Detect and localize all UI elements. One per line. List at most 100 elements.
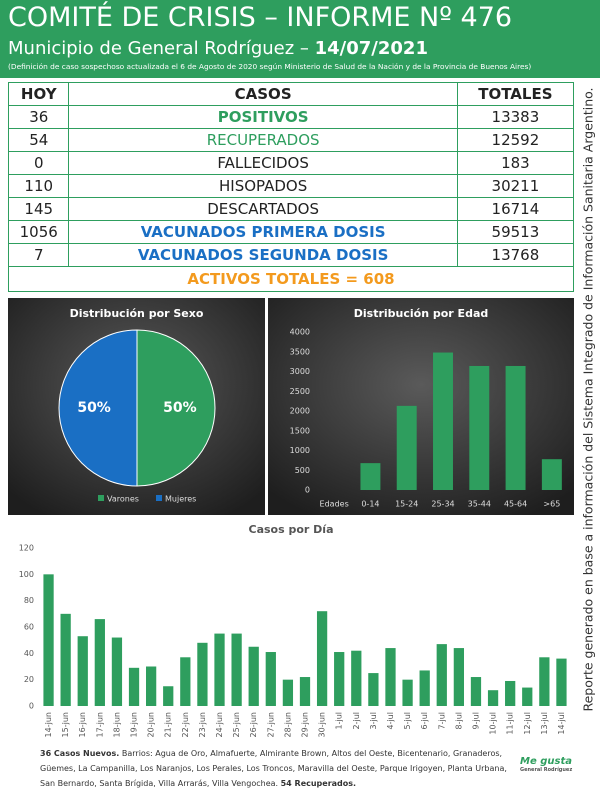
- x-tick-label: 29-jun: [301, 712, 310, 737]
- x-tick-label: 45-64: [504, 500, 527, 509]
- table-row: 0 FALLECIDOS 183: [7, 151, 575, 175]
- bar: [77, 636, 88, 706]
- footer-bold: 54 Recuperados.: [280, 779, 357, 788]
- report-date: 14/07/2021: [314, 38, 428, 59]
- column-header: TOTALES: [456, 82, 575, 106]
- x-tick-label: 15-jun: [61, 712, 70, 737]
- chart-title: Casos por Día: [249, 523, 334, 536]
- table-row: 1056 VACUNADOS PRIMERA DOSIS 59513: [7, 220, 575, 244]
- bar: [282, 679, 294, 706]
- x-tick-label: 2-jul: [352, 712, 361, 730]
- table-header-row: HOY CASOS TOTALES: [7, 82, 575, 106]
- bar: [128, 667, 140, 706]
- y-tick-label: 4000: [290, 328, 310, 337]
- y-tick-label: 1500: [290, 426, 310, 435]
- bar: [111, 637, 123, 706]
- table-cell: 16714: [456, 197, 575, 221]
- x-tick-label: 35-44: [468, 500, 491, 509]
- bar: [316, 611, 328, 706]
- bar: [556, 658, 567, 706]
- bar: [505, 365, 526, 490]
- total-cell: ACTIVOS TOTALES = 608: [8, 266, 574, 292]
- bar: [487, 690, 499, 706]
- x-tick-label: 15-24: [395, 500, 418, 509]
- x-tick-label: 7-jul: [437, 712, 446, 730]
- x-tick-label: 24-jun: [215, 712, 224, 737]
- logo-subtitle: General Rodríguez: [520, 767, 573, 773]
- y-tick-label: 60: [24, 623, 34, 632]
- bar: [469, 365, 490, 490]
- summary-table: HOY CASOS TOTALES 36 POSITIVOS 13383 54 RECUPER…: [7, 82, 575, 292]
- subtitle-text: Municipio de General Rodríguez –: [8, 38, 315, 59]
- y-tick-label: 0: [305, 486, 310, 495]
- x-tick-label: 19-jun: [130, 712, 139, 737]
- x-tick-label: 1-jul: [335, 712, 344, 730]
- x-tick-label: 23-jun: [198, 712, 207, 737]
- table-cell: 30211: [456, 174, 575, 198]
- daily-chart: Casos por Día 0 20 40 60 80 100 120 14-jun 15-jun…: [19, 523, 567, 737]
- table-cell: RECUPERADOS: [68, 128, 458, 152]
- table-cell: 54: [7, 128, 70, 152]
- x-tick-label: 13-jul: [540, 712, 549, 735]
- x-tick-label: 9-jul: [471, 712, 480, 730]
- x-tick-label: 10-jul: [489, 712, 498, 735]
- table-row: 7 VACUNADOS SEGUNDA DOSIS 13768: [7, 243, 575, 267]
- table-cell: 59513: [456, 220, 575, 244]
- pie-slice: [136, 329, 216, 487]
- bar: [197, 642, 208, 706]
- subtitle: Municipio de General Rodríguez – 14/07/2…: [8, 38, 428, 59]
- table-cell: 7: [7, 243, 70, 267]
- bar: [470, 677, 482, 706]
- table-cell: DESCARTADOS: [68, 197, 458, 221]
- x-tick-label: 17-jun: [95, 712, 104, 737]
- table-cell: 183: [456, 151, 575, 175]
- x-tick-label: Edades: [320, 500, 349, 509]
- bar: [94, 619, 105, 706]
- y-tick-label: 500: [295, 466, 310, 475]
- note: (Definición de caso sospechoso actualiza…: [8, 62, 532, 71]
- bar: [522, 687, 533, 706]
- legend-label: Varones: [107, 495, 139, 504]
- side-note: Reporte generado en base a información d…: [580, 87, 596, 712]
- table-row: 54 RECUPERADOS 12592: [7, 128, 575, 152]
- y-tick-label: 3000: [290, 367, 310, 376]
- bar: [368, 673, 379, 706]
- table-cell: POSITIVOS: [68, 105, 458, 129]
- table-cell: 1056: [7, 220, 70, 244]
- table-cell: VACUNADOS PRIMERA DOSIS: [68, 220, 458, 244]
- title: COMITÉ DE CRISIS – INFORME Nº 476: [8, 2, 513, 33]
- x-tick-label: 22-jun: [181, 712, 190, 737]
- y-tick-label: 120: [19, 544, 34, 553]
- table-row: 36 POSITIVOS 13383: [7, 105, 575, 129]
- table-cell: 110: [7, 174, 70, 198]
- bar: [505, 680, 516, 706]
- y-tick-label: 0: [29, 702, 34, 711]
- age-chart: Distribución por Edad 0 500 1000 1500 2000 250…: [268, 298, 574, 515]
- x-tick-label: 0-14: [361, 500, 379, 509]
- table-cell: 36: [7, 105, 70, 129]
- total-row: ACTIVOS TOTALES = 608: [8, 266, 574, 292]
- table-row: 145 DESCARTADOS 16714: [7, 197, 575, 221]
- bar: [453, 648, 464, 706]
- bar: [360, 463, 381, 490]
- slice-label: 50%: [163, 400, 197, 416]
- bar: [385, 648, 396, 706]
- chart-title: Distribución por Edad: [354, 307, 489, 320]
- header: COMITÉ DE CRISIS – INFORME Nº 476 Munici…: [0, 0, 600, 78]
- footer: 36 Casos Nuevos. Barrios: Agua de Oro, A…: [40, 746, 510, 791]
- x-tick-label: 16-jun: [78, 712, 87, 737]
- bar: [419, 670, 430, 706]
- bar: [60, 613, 71, 706]
- bar: [180, 657, 191, 706]
- x-tick-label: 30-jun: [318, 712, 327, 737]
- x-tick-label: 25-34: [431, 500, 454, 509]
- bar: [396, 405, 417, 490]
- table-cell: 13768: [456, 243, 575, 267]
- pie-slice: [58, 329, 138, 487]
- x-tick-label: 21-jun: [164, 712, 173, 737]
- table-cell: FALLECIDOS: [68, 151, 458, 175]
- x-tick-label: 25-jun: [232, 712, 241, 737]
- x-tick-label: 3-jul: [369, 712, 378, 730]
- table-cell: 13383: [456, 105, 575, 129]
